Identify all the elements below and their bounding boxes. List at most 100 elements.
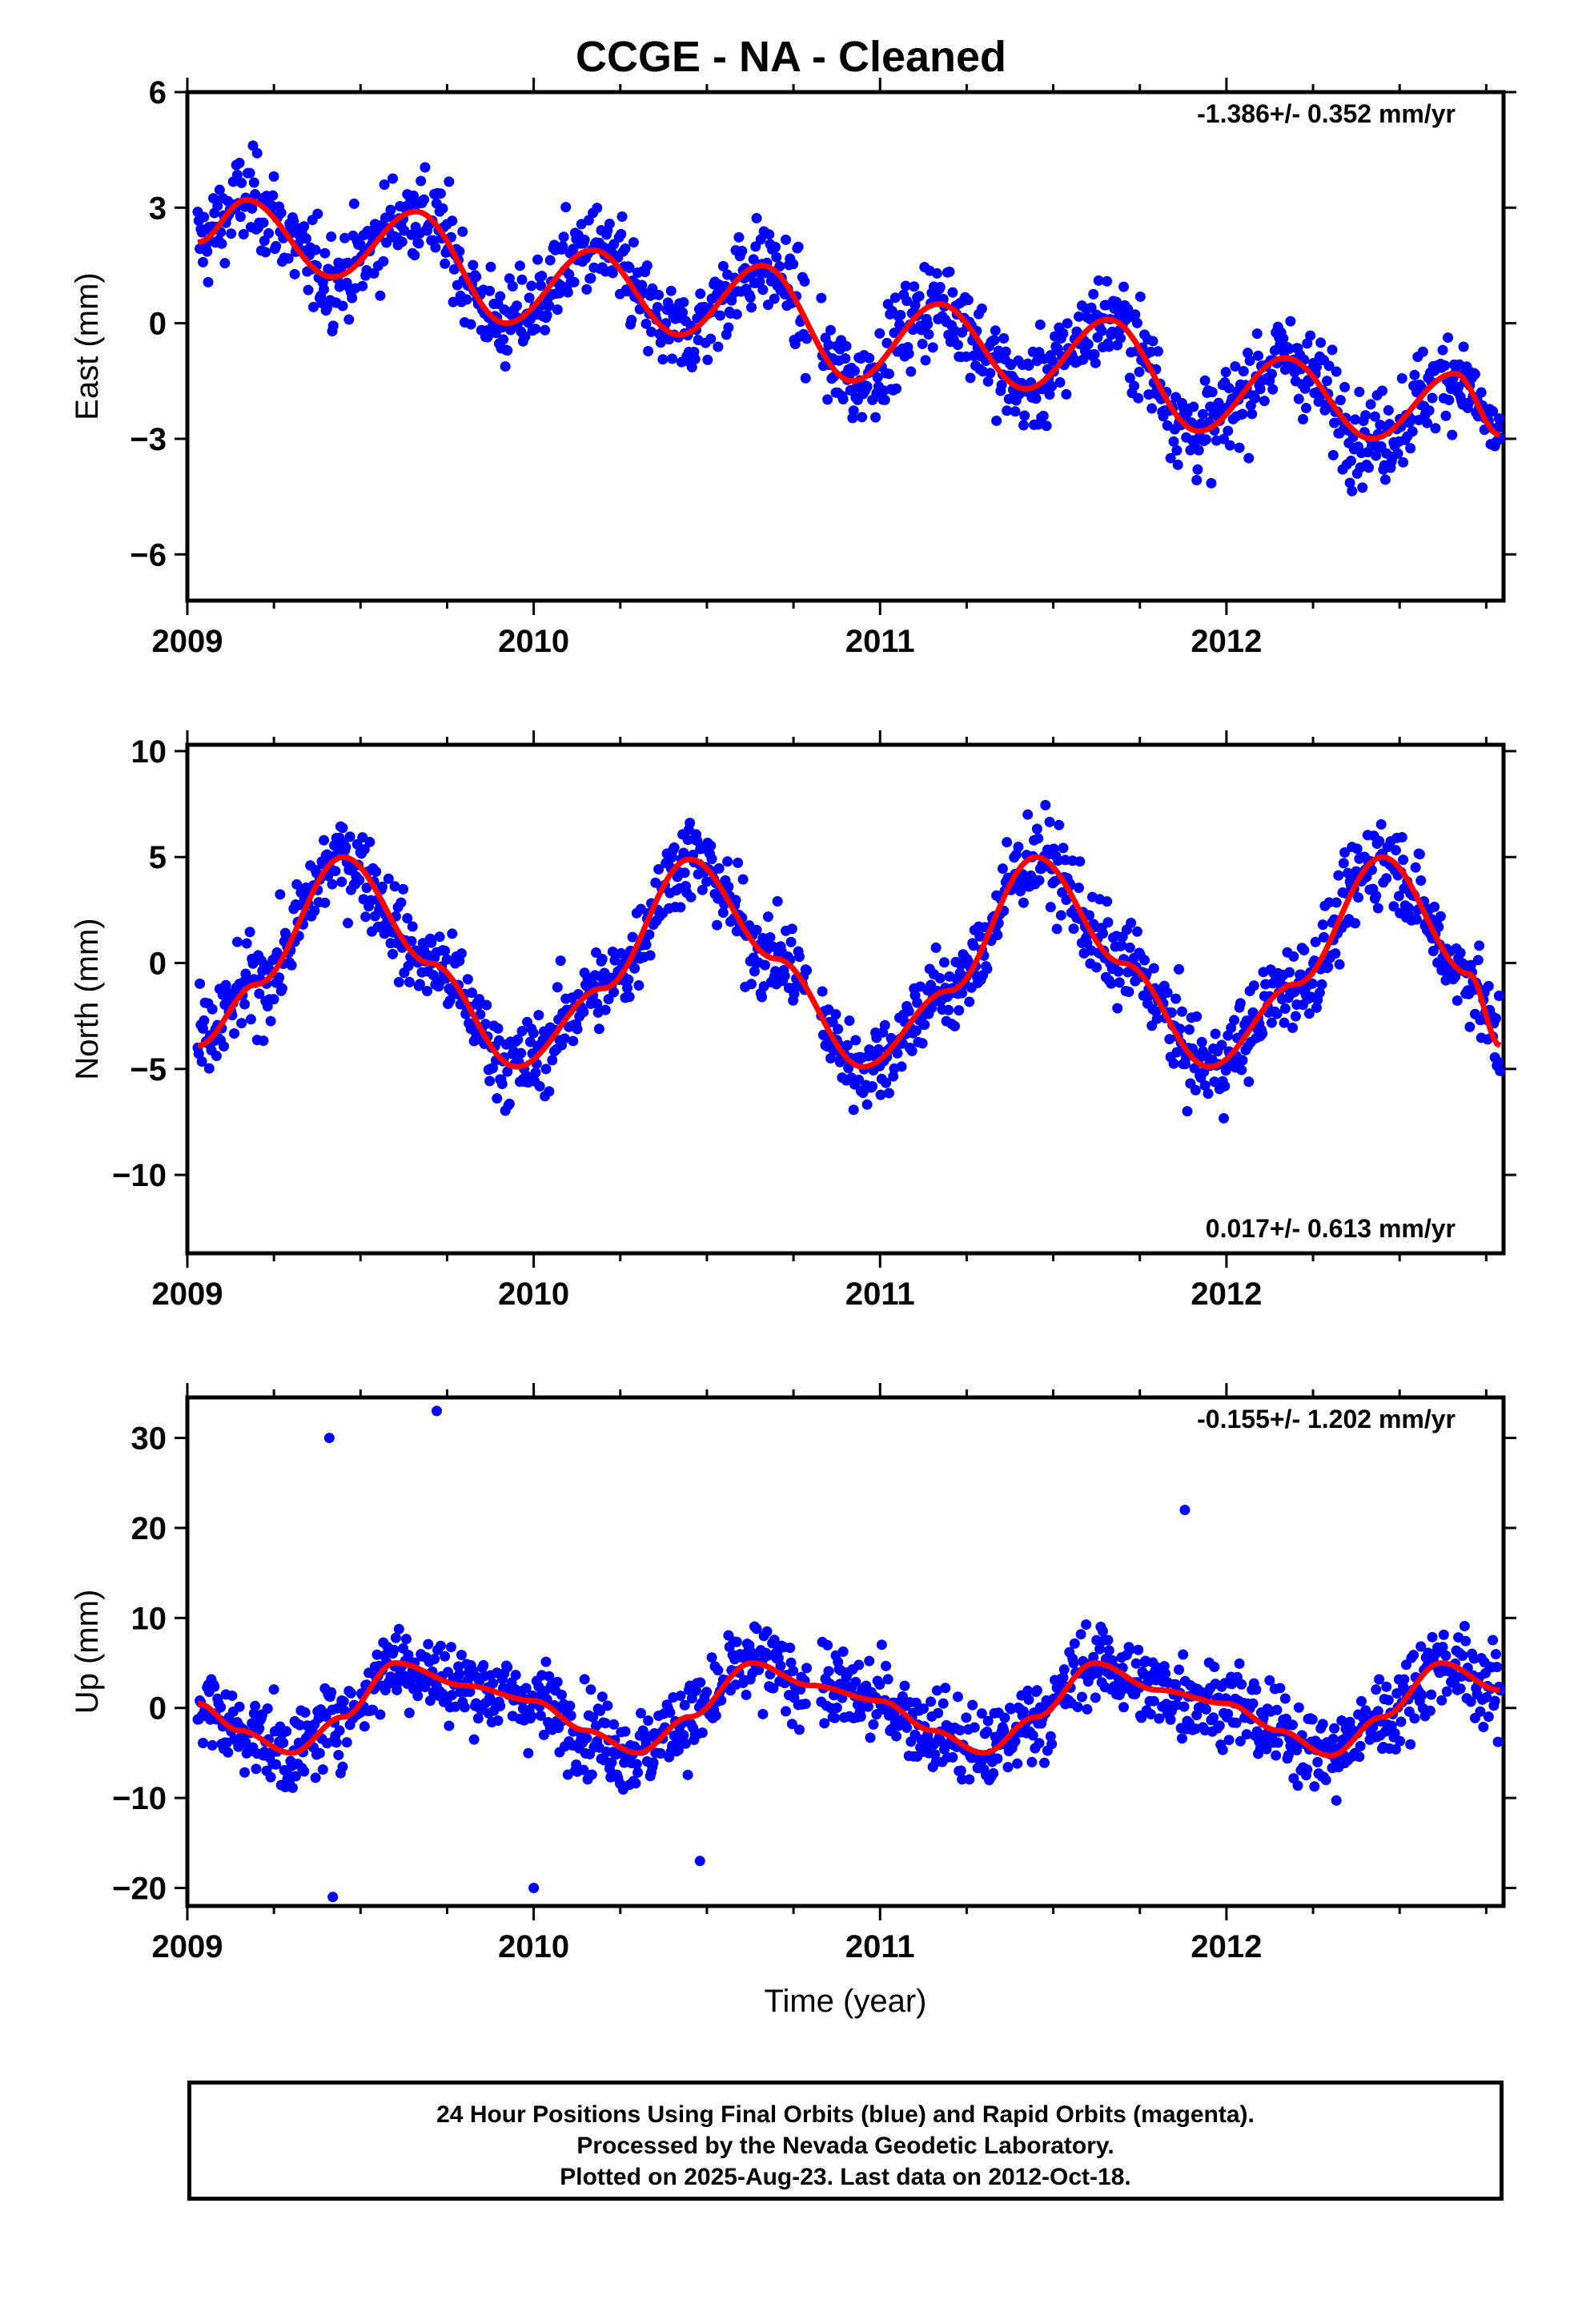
data-point-east xyxy=(1344,477,1355,489)
data-point-east xyxy=(1437,344,1448,356)
y-axis-label-north: North (mm) xyxy=(70,918,105,1080)
data-point-up xyxy=(492,1715,504,1726)
data-point-up xyxy=(388,1644,400,1655)
data-point-north xyxy=(883,1088,894,1099)
data-point-east xyxy=(1197,408,1208,420)
data-point-east xyxy=(585,272,596,283)
data-point-up xyxy=(290,1771,301,1782)
data-point-north xyxy=(496,1079,508,1090)
data-point-up xyxy=(1214,1720,1225,1731)
data-point-east xyxy=(848,405,859,416)
data-point-north xyxy=(440,945,451,956)
data-point-up xyxy=(1309,1781,1320,1792)
data-point-east xyxy=(1223,425,1234,436)
data-point-up xyxy=(761,1626,773,1637)
data-point-up xyxy=(982,1726,993,1737)
data-point-up xyxy=(579,1674,590,1685)
data-point-east xyxy=(1002,405,1013,416)
data-point-east xyxy=(1152,346,1163,357)
ytick-label-up: 0 xyxy=(149,1691,167,1727)
data-point-north xyxy=(245,1014,256,1025)
data-point-east xyxy=(581,283,592,295)
data-point-up xyxy=(706,1652,717,1663)
data-point-east xyxy=(1266,368,1277,380)
data-point-up xyxy=(1082,1703,1093,1715)
data-point-up xyxy=(1236,1679,1247,1690)
data-point-north xyxy=(593,1023,604,1035)
data-point-north xyxy=(462,974,473,985)
data-point-north xyxy=(1176,1006,1187,1017)
data-point-east xyxy=(891,383,902,394)
data-point-north xyxy=(943,1004,954,1015)
data-point-up xyxy=(1302,1764,1313,1775)
data-point-up xyxy=(472,1713,484,1724)
data-point-east xyxy=(1439,360,1451,371)
data-point-north xyxy=(850,1035,861,1046)
data-point-east xyxy=(686,362,697,373)
data-point-up xyxy=(1209,1661,1220,1672)
data-point-east xyxy=(319,247,331,259)
data-point-east xyxy=(837,393,849,404)
data-point-up xyxy=(917,1703,929,1715)
data-point-east xyxy=(733,231,745,243)
data-point-east xyxy=(1147,336,1158,347)
data-point-east xyxy=(1302,338,1313,349)
data-point-up xyxy=(320,1711,331,1722)
data-point-north xyxy=(1452,995,1463,1006)
data-point-north xyxy=(1237,1055,1248,1066)
data-point-north xyxy=(1054,819,1065,830)
data-point-up xyxy=(502,1662,513,1673)
data-point-up xyxy=(1483,1711,1494,1723)
data-point-north xyxy=(236,1018,247,1029)
data-point-up xyxy=(1391,1688,1403,1699)
data-point-up xyxy=(278,1737,289,1748)
data-point-up xyxy=(768,1683,779,1694)
data-point-east xyxy=(881,337,893,348)
data-point-up xyxy=(1415,1641,1427,1652)
data-point-up xyxy=(468,1734,480,1745)
data-point-up xyxy=(1075,1629,1086,1640)
data-point-north xyxy=(540,1063,552,1075)
data-point-up xyxy=(788,1665,799,1676)
data-point-north xyxy=(1474,940,1485,951)
data-point-east xyxy=(326,231,337,242)
data-point-north xyxy=(544,1086,555,1097)
data-point-north xyxy=(1398,854,1409,866)
data-point-east xyxy=(1327,449,1339,460)
data-point-up xyxy=(881,1660,892,1671)
data-point-north xyxy=(1116,940,1127,951)
data-point-east xyxy=(289,268,300,279)
data-point-east xyxy=(913,291,925,302)
data-point-up xyxy=(608,1719,620,1730)
data-point-north xyxy=(1299,945,1310,956)
data-point-north xyxy=(1084,910,1095,921)
data-point-east xyxy=(1405,443,1416,454)
data-point-north xyxy=(393,976,404,987)
data-point-up xyxy=(271,1759,282,1770)
data-point-north xyxy=(881,1077,892,1088)
data-point-north xyxy=(1074,856,1086,867)
y-axis-label-up: Up (mm) xyxy=(70,1590,105,1715)
data-point-up xyxy=(299,1707,311,1718)
data-point-east xyxy=(1237,408,1248,420)
data-point-east xyxy=(754,276,765,287)
data-point-east xyxy=(1086,302,1097,313)
data-point-up xyxy=(1416,1690,1427,1701)
data-point-east xyxy=(931,267,942,279)
data-point-east xyxy=(396,236,408,247)
data-point-north xyxy=(968,940,979,951)
data-point-east xyxy=(1259,396,1270,407)
data-point-east xyxy=(1192,464,1203,475)
data-point-east xyxy=(1110,296,1122,308)
data-point-north xyxy=(319,834,330,846)
data-point-east xyxy=(263,227,275,239)
data-point-up xyxy=(227,1690,238,1701)
data-point-north xyxy=(1164,1034,1175,1045)
data-point-east xyxy=(1244,355,1255,366)
data-point-east xyxy=(541,309,552,320)
data-point-up xyxy=(552,1676,563,1687)
data-point-east xyxy=(1115,332,1126,344)
data-point-up xyxy=(540,1656,552,1667)
data-point-north xyxy=(492,1093,503,1104)
data-point-up xyxy=(1490,1649,1501,1660)
